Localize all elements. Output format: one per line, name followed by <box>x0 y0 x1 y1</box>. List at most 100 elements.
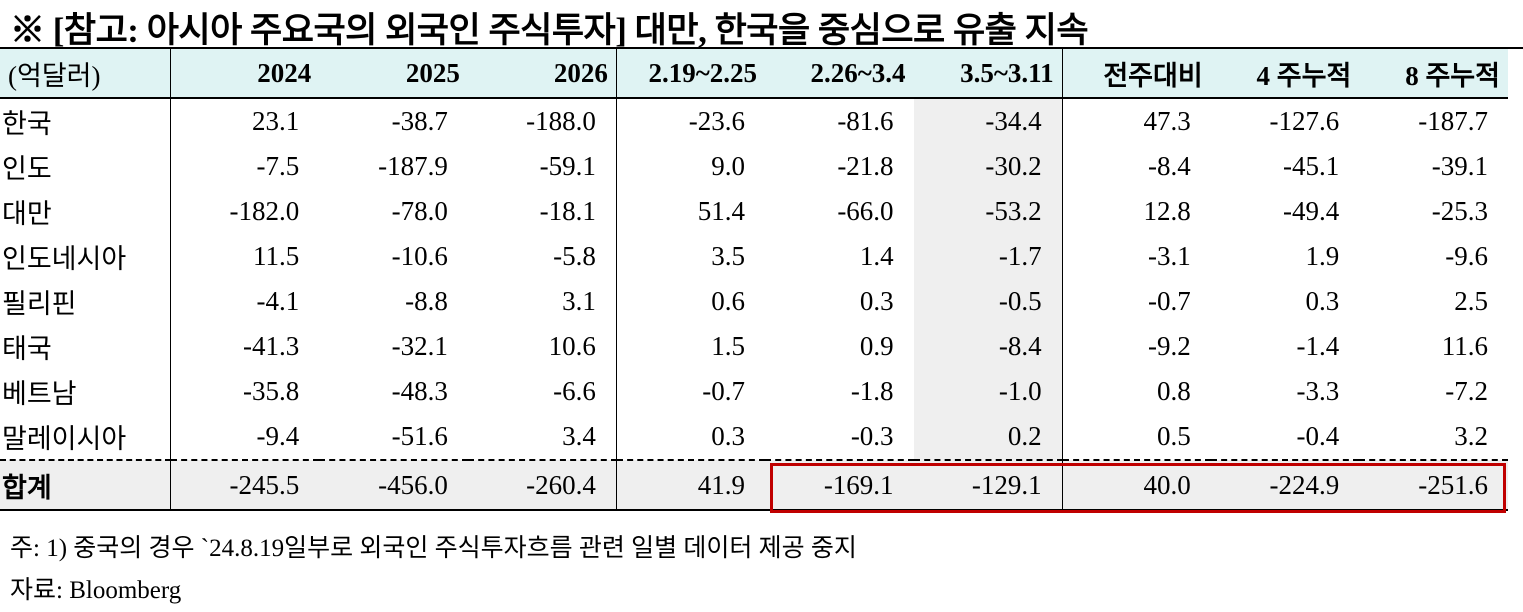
table-row: 인도 -7.5 -187.9 -59.1 9.0 -21.8 -30.2 -8.4 -45.1 -… <box>0 144 1508 189</box>
total-cell: -169.1 <box>764 459 914 511</box>
table-cell: -23.6 <box>615 98 765 144</box>
table-cell: -6.6 <box>553 376 596 406</box>
table-cell: -8.4 <box>1061 144 1211 189</box>
table-cell: 12.8 <box>1061 189 1211 234</box>
table-cell: -45.1 <box>1283 151 1340 181</box>
table-row: 필리핀 -4.1 -8.8 3.1 0.6 0.3 -0.5 -0.7 0.3 2.5 <box>0 279 1508 324</box>
table-cell: -3.1 <box>1061 234 1211 279</box>
table-cell: -0.5 <box>913 279 1063 324</box>
total-label: 합계 <box>0 459 171 511</box>
table-cell: -7.5 <box>170 144 320 189</box>
table-cell: -9.2 <box>1061 324 1211 369</box>
country-label: 한국 <box>2 109 52 139</box>
table-cell: -39.1 <box>1431 151 1488 181</box>
table-cell: 1.5 <box>615 324 765 369</box>
table-cell: -1.7 <box>913 234 1063 279</box>
table-cell: -127.6 <box>1269 106 1340 136</box>
table-cell: -187.9 <box>378 151 448 181</box>
table-cell: -3.3 <box>1296 376 1340 406</box>
table-cell: -35.8 <box>170 369 320 414</box>
country-label: 태국 <box>2 334 52 364</box>
total-cell: -129.1 <box>913 459 1063 511</box>
page-title: ※ [참고: 아시아 주요국의 외국인 주식투자] 대만, 한국을 중심으로 유… <box>10 11 1089 50</box>
table-cell: 0.9 <box>859 331 894 361</box>
table-cell: -188.0 <box>526 106 596 136</box>
table-cell: -21.8 <box>837 151 894 181</box>
total-cell: -251.6 <box>1359 459 1508 511</box>
table-cell: -5.8 <box>553 241 596 271</box>
table-cell: -38.7 <box>391 106 448 136</box>
column-header: 전주대비 <box>1061 49 1211 99</box>
table-cell: 0.6 <box>615 279 765 324</box>
country-label: 인도네시아 <box>2 244 127 274</box>
table-cell: 0.3 <box>859 286 894 316</box>
table-cell: 1.9 <box>1305 241 1340 271</box>
footnote: 주: 1) 중국의 경우 `24.8.19일부로 외국인 주식투자흐름 관련 일… <box>10 535 857 562</box>
total-cell: 40.0 <box>1061 459 1211 511</box>
column-header: 2026 <box>467 49 617 99</box>
table-cell: 2.5 <box>1454 286 1488 316</box>
table-cell: -9.6 <box>1445 241 1488 271</box>
table-cell: 9.0 <box>615 144 765 189</box>
table-cell: -34.4 <box>913 98 1063 144</box>
table-cell: -7.2 <box>1445 376 1488 406</box>
table-cell: 10.6 <box>548 331 596 361</box>
table-cell: -182.0 <box>170 189 320 234</box>
column-header: 4 주누적 <box>1210 49 1360 99</box>
table-cell: -187.7 <box>1418 106 1488 136</box>
foreign-equity-flow-table: (억달러) 2024 2025 2026 2.19~2.25 2.26~3.4 3.5~3.… <box>0 49 1508 511</box>
source-note: 자료: Bloomberg <box>10 577 182 604</box>
table-cell: -1.0 <box>913 369 1063 414</box>
table-cell: 0.3 <box>1305 286 1340 316</box>
total-cell: -260.4 <box>467 459 617 511</box>
country-label: 베트남 <box>2 379 77 409</box>
table-cell: 0.3 <box>615 414 765 460</box>
table-cell: -32.1 <box>391 331 448 361</box>
header-row: (억달러) 2024 2025 2026 2.19~2.25 2.26~3.4 3.5~3.… <box>0 49 1508 99</box>
table-cell: 3.2 <box>1454 421 1488 451</box>
table-cell: 3.1 <box>562 286 596 316</box>
column-header: 3.5~3.11 <box>913 49 1063 99</box>
table-cell: -18.1 <box>539 196 596 226</box>
title-divider <box>0 47 1523 49</box>
table-cell: -10.6 <box>391 241 448 271</box>
table-row: 한국 23.1 -38.7 -188.0 -23.6 -81.6 -34.4 47.3 -127… <box>0 98 1508 144</box>
table-cell: -0.7 <box>615 369 765 414</box>
table-cell: 51.4 <box>615 189 765 234</box>
table-row: 말레이시아 -9.4 -51.6 3.4 0.3 -0.3 0.2 0.5 -0.4 3.2 <box>0 414 1508 460</box>
country-label: 필리핀 <box>2 289 77 319</box>
table-cell: -9.4 <box>170 414 320 460</box>
table-cell: -1.8 <box>850 376 894 406</box>
table-cell: -51.6 <box>391 421 448 451</box>
column-header: 2.26~3.4 <box>764 49 914 99</box>
country-label: 대만 <box>2 199 52 229</box>
column-header: 2024 <box>170 49 320 99</box>
total-cell: -224.9 <box>1210 459 1360 511</box>
table-row: 베트남 -35.8 -48.3 -6.6 -0.7 -1.8 -1.0 0.8 -3.3 -7.2 <box>0 369 1508 414</box>
table-cell: -0.4 <box>1296 421 1340 451</box>
total-cell: 41.9 <box>615 459 765 511</box>
column-header: 2.19~2.25 <box>615 49 765 99</box>
table-cell: -0.3 <box>850 421 894 451</box>
table-cell: 47.3 <box>1061 98 1211 144</box>
table-cell: 3.4 <box>562 421 596 451</box>
table-row: 인도네시아 11.5 -10.6 -5.8 3.5 1.4 -1.7 -3.1 1.9 -9.6 <box>0 234 1508 279</box>
table-cell: -8.4 <box>913 324 1063 369</box>
table-row: 태국 -41.3 -32.1 10.6 1.5 0.9 -8.4 -9.2 -1.4 11.6 <box>0 324 1508 369</box>
country-label: 말레이시아 <box>2 424 127 454</box>
table-row: 대만 -182.0 -78.0 -18.1 51.4 -66.0 -53.2 12.8 -49.… <box>0 189 1508 234</box>
table-cell: -53.2 <box>913 189 1063 234</box>
table-cell: 0.2 <box>913 414 1063 460</box>
total-cell: -456.0 <box>319 459 468 511</box>
table-cell: -4.1 <box>170 279 320 324</box>
table-cell: 23.1 <box>170 98 320 144</box>
table-cell: -66.0 <box>837 196 894 226</box>
table-cell: 1.4 <box>859 241 894 271</box>
table-cell: -0.7 <box>1061 279 1211 324</box>
unit-header: (억달러) <box>0 49 171 99</box>
table-cell: -1.4 <box>1296 331 1340 361</box>
country-label: 인도 <box>2 154 52 184</box>
table-cell: -8.8 <box>405 286 448 316</box>
table-cell: -48.3 <box>391 376 448 406</box>
column-header: 8 주누적 <box>1359 49 1508 99</box>
